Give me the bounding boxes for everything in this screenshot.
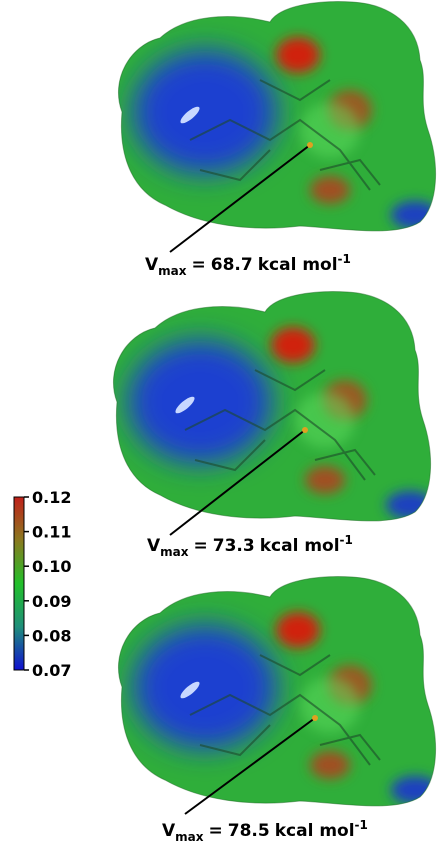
colorbar-tick-label: 0.09 [32,592,71,611]
unit: kcal mol [260,536,340,556]
vmax-point [302,427,308,433]
molecule-map [113,292,434,521]
figure: Vmax=68.7kcal mol-1Vmax=73.3kcal mol-1Vm… [0,0,437,843]
vmax-point [307,142,313,148]
value: 73.3 [213,536,255,556]
molecule-map [118,2,437,231]
colorbar [14,497,24,670]
value: 68.7 [211,255,253,275]
exponent: -1 [338,252,351,266]
exponent: -1 [340,533,353,547]
colorbar-tick-label: 0.08 [32,626,71,645]
equals: = [192,255,206,275]
value: 78.5 [228,821,270,841]
colorbar-tick-label: 0.07 [32,661,71,680]
subscript: max [158,264,187,278]
colorbar-tick-label: 0.12 [32,488,71,507]
symbol: V [147,536,161,556]
exponent: -1 [355,818,368,832]
unit: kcal mol [275,821,355,841]
symbol: V [162,821,176,841]
subscript: max [160,545,189,559]
colorbar-tick-label: 0.11 [32,523,71,542]
equals: = [194,536,208,556]
subscript: max [175,830,204,843]
symbol: V [145,255,159,275]
molecule-map [118,577,437,806]
colorbar-tick-label: 0.10 [32,557,71,576]
unit: kcal mol [258,255,338,275]
equals: = [209,821,223,841]
vmax-point [312,715,318,721]
